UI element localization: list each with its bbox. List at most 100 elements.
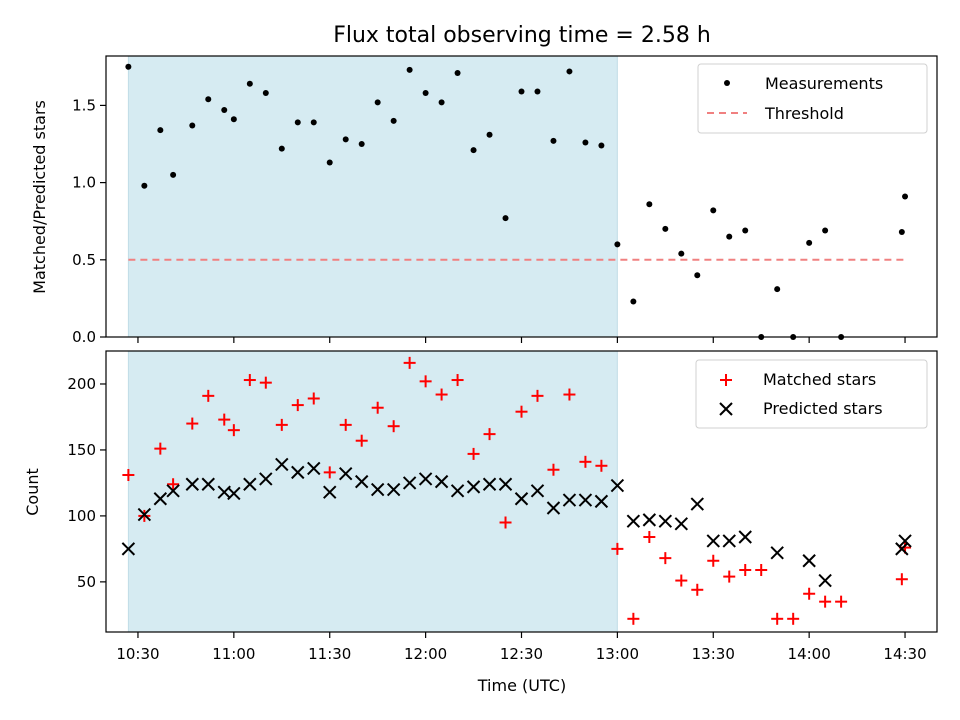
- data-point: [742, 227, 749, 234]
- data-point: [562, 493, 577, 507]
- bottom-panel-y-ticks: 50 100 150 200: [67, 375, 106, 591]
- data-point: [294, 119, 301, 126]
- data-point: [291, 465, 305, 480]
- y-tick-label: 0.0: [72, 328, 96, 346]
- data-point: [642, 513, 657, 527]
- data-point: [374, 99, 381, 106]
- data-point: [418, 472, 433, 486]
- data-point: [483, 428, 496, 441]
- legend-matched-marker: [720, 374, 732, 386]
- data-point: [579, 455, 592, 468]
- data-point: [482, 477, 497, 491]
- data-point: [802, 554, 816, 568]
- data-point: [518, 88, 525, 95]
- top-panel: 0.0 0.5 1.0 1.5 Matched/Predicted stars Mea…: [30, 55, 938, 346]
- data-point: [803, 587, 816, 600]
- data-point: [643, 531, 656, 544]
- data-point: [566, 68, 573, 75]
- data-point: [726, 233, 733, 240]
- data-point: [755, 563, 768, 576]
- data-point: [125, 63, 132, 70]
- data-point: [259, 472, 273, 486]
- data-point: [723, 570, 736, 583]
- data-point: [186, 417, 199, 430]
- data-point: [706, 534, 720, 548]
- top-legend-box: [697, 63, 928, 134]
- bottom-legend: Matched stars Predicted stars: [695, 359, 928, 429]
- data-point: [630, 298, 637, 305]
- data-point: [627, 612, 640, 625]
- data-point: [406, 66, 413, 73]
- legend-measurements-label: Measurements: [765, 74, 883, 93]
- data-point: [435, 388, 448, 401]
- data-point: [611, 542, 624, 555]
- data-point: [307, 461, 321, 476]
- data-point: [738, 530, 752, 544]
- data-point: [806, 239, 813, 246]
- data-point: [578, 493, 593, 507]
- data-point: [707, 554, 720, 567]
- data-point: [819, 595, 832, 608]
- legend-predicted-marker: [719, 402, 733, 416]
- data-point: [141, 182, 148, 189]
- data-point: [710, 207, 717, 214]
- data-point: [598, 142, 605, 149]
- y-tick-label: 1.0: [72, 174, 96, 192]
- data-point: [818, 573, 832, 588]
- data-point: [243, 374, 256, 387]
- data-point: [185, 477, 200, 491]
- data-point: [154, 442, 167, 455]
- top-panel-marks: [125, 63, 909, 340]
- data-point: [339, 418, 352, 431]
- data-point: [659, 552, 672, 565]
- data-point: [514, 492, 529, 506]
- data-point: [157, 127, 164, 134]
- data-point: [898, 534, 912, 548]
- data-point: [259, 376, 272, 389]
- data-point: [370, 482, 385, 497]
- data-point: [722, 534, 736, 548]
- y-tick-label: 0.5: [72, 251, 96, 269]
- bottom-panel-y-label: Count: [23, 468, 42, 516]
- data-point: [230, 116, 237, 123]
- data-point: [438, 99, 445, 106]
- data-point: [422, 90, 429, 97]
- bottom-panel-frame: [105, 350, 938, 633]
- data-point: [291, 399, 304, 412]
- data-point: [371, 401, 384, 414]
- data-point: [218, 413, 231, 426]
- y-tick-label: 50: [77, 573, 96, 591]
- bottom-legend-box: [695, 359, 928, 429]
- top-panel-y-ticks: 0.0 0.5 1.0 1.5: [72, 96, 106, 346]
- data-point: [678, 250, 685, 257]
- data-point: [594, 494, 609, 509]
- data-point: [201, 477, 215, 491]
- data-point: [323, 466, 336, 479]
- legend-matched-label: Matched stars: [763, 370, 876, 389]
- data-point: [835, 595, 848, 608]
- data-point: [662, 225, 669, 232]
- data-point: [502, 215, 509, 222]
- data-point: [450, 484, 465, 498]
- data-point: [822, 227, 829, 234]
- data-point: [739, 563, 752, 576]
- data-point: [691, 583, 704, 596]
- data-point: [675, 574, 688, 587]
- data-point: [658, 514, 673, 528]
- data-point: [530, 484, 545, 498]
- top-panel-y-label: Matched/Predicted stars: [30, 100, 49, 294]
- legend-measurements-marker: [724, 80, 730, 86]
- data-point: [275, 457, 289, 472]
- data-point: [434, 474, 449, 489]
- data-point: [189, 122, 196, 129]
- x-tick-label: 11:00: [212, 645, 255, 663]
- top-panel-shaded-region: [127, 55, 618, 338]
- data-point: [895, 542, 909, 556]
- data-point: [275, 418, 288, 431]
- data-point: [202, 389, 215, 402]
- data-point: [387, 420, 400, 433]
- series-measurements: [125, 63, 909, 340]
- data-point: [243, 477, 257, 491]
- data-point: [386, 482, 401, 497]
- top-legend: Measurements Threshold: [697, 63, 928, 134]
